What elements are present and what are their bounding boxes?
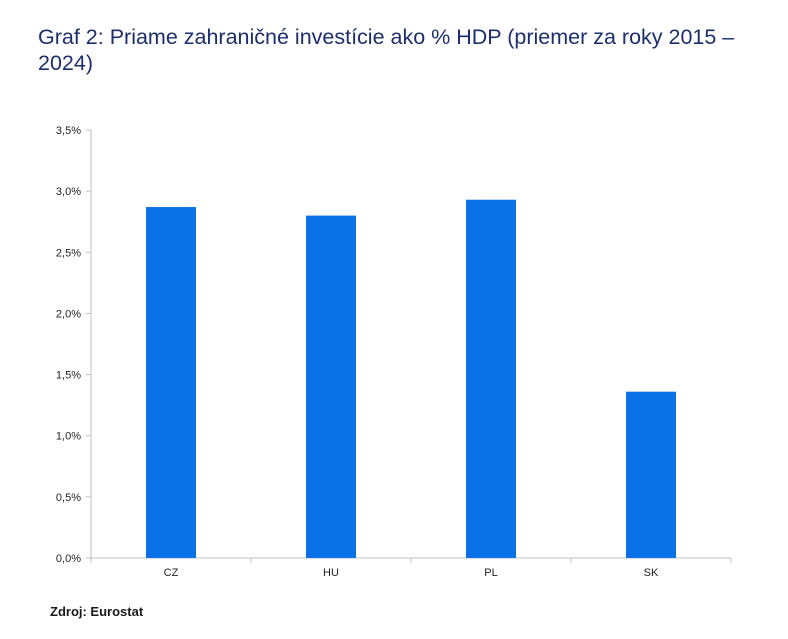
- bar-pl: [466, 199, 516, 558]
- y-tick-label: 1,0%: [56, 431, 81, 443]
- bar-hu: [306, 215, 356, 558]
- y-tick-label: 0,0%: [56, 553, 81, 565]
- y-tick-label: 2,5%: [56, 247, 81, 259]
- bars: [146, 199, 676, 559]
- y-tick-label: 3,0%: [56, 186, 81, 198]
- x-tick-label: PL: [484, 567, 497, 579]
- y-tick-label: 1,5%: [56, 370, 81, 382]
- source-note: Zdroj: Eurostat: [50, 604, 144, 619]
- bar-cz: [146, 207, 196, 559]
- x-tick-label: HU: [323, 567, 339, 579]
- y-axis-ticks: 0,0% 0,5% 1,0% 1,5% 2,0% 2,5% 3,0% 3,5%: [56, 125, 91, 565]
- chart-title: Graf 2: Priame zahraničné investície ako…: [38, 25, 735, 75]
- y-axis: 0,0% 0,5% 1,0% 1,5% 2,0% 2,5% 3,0% 3,5%: [56, 125, 92, 565]
- y-tick-label: 0,5%: [56, 492, 81, 504]
- x-tick-label: CZ: [164, 567, 179, 579]
- x-axis-ticks: CZ HU PL SK: [90, 558, 732, 579]
- bar-sk: [626, 391, 676, 558]
- y-tick-label: 3,5%: [56, 125, 81, 137]
- y-tick-label: 2,0%: [56, 308, 81, 320]
- x-tick-label: SK: [644, 567, 659, 579]
- x-axis: CZ HU PL SK: [90, 557, 732, 579]
